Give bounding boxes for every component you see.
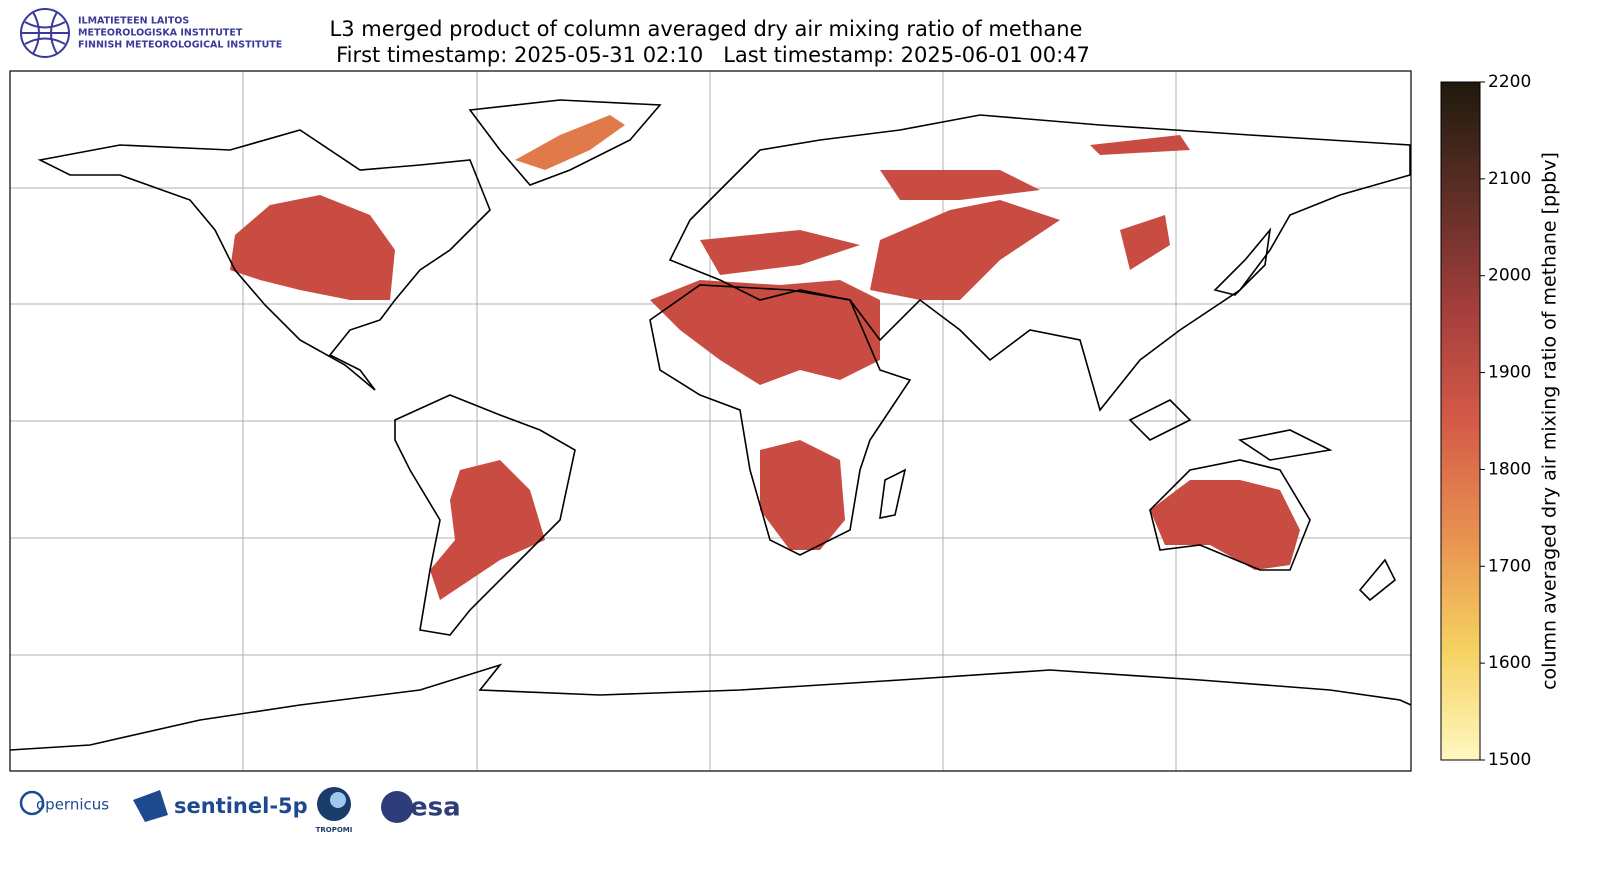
colorbar-tick-label: 1500 — [1488, 750, 1531, 770]
title: L3 merged product of column averaged dry… — [330, 17, 1083, 41]
colorbar-tick-label: 2200 — [1488, 72, 1531, 92]
colorbar-label: column averaged dry air mixing ratio of … — [1539, 152, 1561, 690]
colorbar-tick-label: 1800 — [1488, 459, 1531, 479]
institute-name: METEOROLOGISKA INSTITUTET — [78, 28, 243, 39]
tropomi-logo: TROPOMI — [316, 826, 353, 834]
map-frame — [9, 70, 1412, 772]
colorbar-tick-label: 1600 — [1488, 653, 1531, 673]
colorbar — [1440, 81, 1481, 761]
esa-mark — [381, 791, 413, 823]
colorbar-tick-label: 1700 — [1488, 556, 1531, 576]
sentinel-mark — [133, 790, 168, 822]
subtitle: First timestamp: 2025-05-31 02:10 Last t… — [336, 43, 1090, 67]
tropomi-mark — [330, 792, 346, 808]
colorbar-tick-label: 2100 — [1488, 169, 1531, 189]
institute-name: ILMATIETEEN LAITOS — [78, 16, 189, 27]
copernicus-logo: opernicus — [36, 796, 109, 814]
methane-retrievals — [230, 115, 1300, 600]
esa-logo: esa — [410, 793, 461, 823]
colorbar-tick-label: 1900 — [1488, 363, 1531, 383]
copernicus-mark — [19, 790, 45, 816]
sentinel-logo: sentinel-5p — [174, 794, 308, 818]
institute-name: FINNISH METEOROLOGICAL INSTITUTE — [78, 40, 282, 51]
graticule — [10, 71, 1411, 771]
colorbar-tick-label: 2000 — [1488, 266, 1531, 286]
map — [9, 70, 1412, 772]
coastlines — [9, 99, 1412, 751]
fmi-logo — [20, 8, 70, 58]
